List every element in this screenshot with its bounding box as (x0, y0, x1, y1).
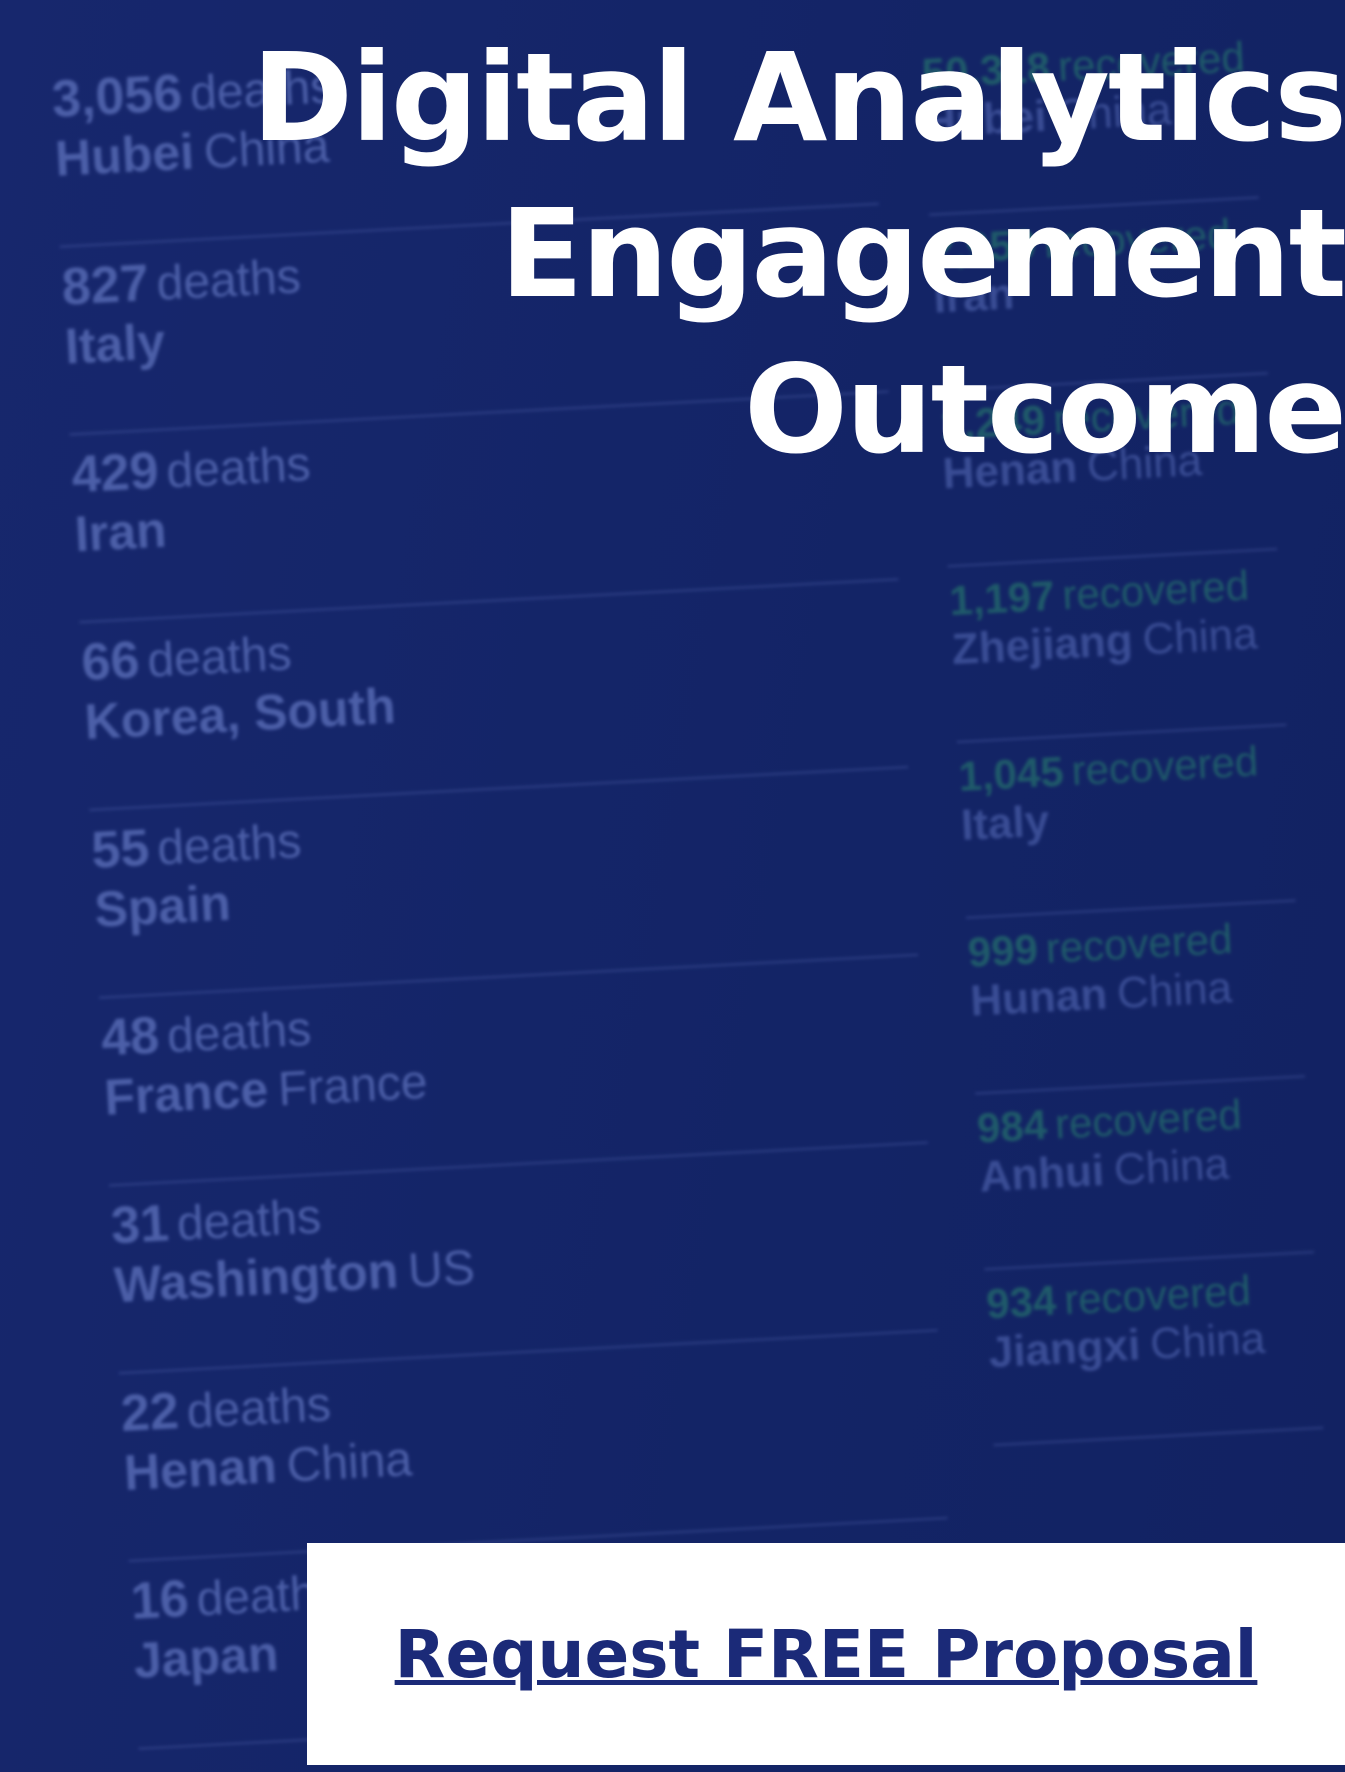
region: China (1149, 1314, 1266, 1369)
unit: deaths (146, 627, 293, 687)
place: Zhejiang (951, 616, 1134, 674)
place: Hubei (54, 124, 196, 187)
region: France (277, 1056, 429, 1117)
headline: Digital Analytics Engagement Outcome (252, 20, 1345, 488)
count: 827 (60, 254, 150, 316)
headline-line: Digital Analytics (252, 20, 1345, 176)
banner: 3,056 deaths Hubei China 827 deaths Italy 429 de… (0, 0, 1345, 1772)
place: Hunan (969, 970, 1108, 1026)
place: Italy (960, 796, 1050, 850)
place: Washington (113, 1242, 400, 1313)
count: 984 (976, 1101, 1048, 1152)
count: 1,197 (948, 572, 1055, 624)
region: China (1116, 963, 1233, 1018)
place: Italy (64, 313, 167, 374)
place: Japan (132, 1625, 279, 1688)
headline-line: Engagement (252, 176, 1345, 332)
count: 1,045 (957, 748, 1064, 800)
place: Henan (123, 1437, 279, 1501)
count: 16 (129, 1570, 190, 1631)
count: 934 (985, 1277, 1057, 1328)
region: China (1141, 609, 1258, 664)
count: 31 (110, 1194, 171, 1255)
region: China (1113, 1139, 1230, 1194)
count: 3,056 (51, 64, 184, 129)
place: Anhui (978, 1146, 1105, 1201)
unit: deaths (176, 1190, 323, 1250)
count: 22 (119, 1382, 180, 1443)
unit: recovered (1045, 915, 1234, 972)
cta-box: Request FREE Proposal (307, 1543, 1345, 1765)
place: Jiangxi (988, 1320, 1142, 1377)
unit: deaths (185, 1378, 332, 1438)
count: 55 (90, 819, 151, 880)
count: 66 (80, 631, 141, 692)
headline-line: Outcome (252, 332, 1345, 488)
unit: recovered (1054, 1091, 1243, 1148)
unit: recovered (1070, 737, 1259, 794)
place: France (103, 1061, 270, 1126)
unit: recovered (1063, 1266, 1252, 1323)
count: 48 (100, 1007, 161, 1068)
region: China (285, 1433, 413, 1492)
unit: deaths (156, 815, 303, 875)
count: 429 (70, 442, 160, 504)
cta-link[interactable]: Request FREE Proposal (395, 1616, 1258, 1693)
count: 999 (967, 925, 1039, 976)
region: US (407, 1241, 476, 1297)
place: Spain (93, 875, 232, 938)
unit: deaths (166, 1003, 313, 1063)
unit: recovered (1061, 562, 1250, 619)
place: Iran (73, 502, 168, 563)
